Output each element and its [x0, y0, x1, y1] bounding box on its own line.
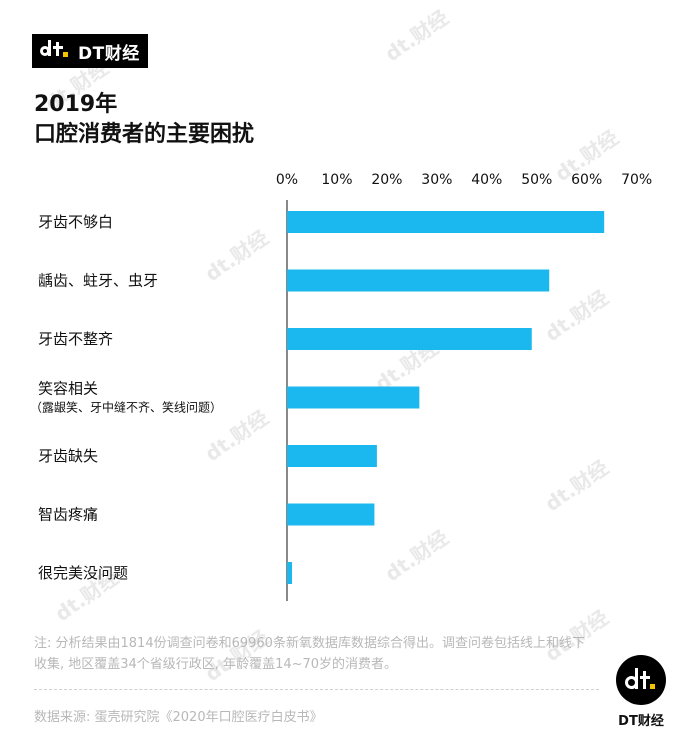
dt-logo-icon [40, 40, 70, 62]
x-tick-label: 0% [276, 172, 298, 188]
bar [287, 211, 605, 233]
logo-text: DT财经 [618, 714, 664, 729]
x-tick-label: 40% [471, 172, 502, 188]
footer-divider [34, 689, 599, 690]
brand-name: DT财经 [78, 43, 140, 64]
brand-badge: DT财经 [32, 34, 148, 68]
bar [287, 386, 420, 409]
category-label: 牙齿不够白 [38, 213, 113, 231]
category-sublabel: （露龈笑、牙中缝不齐、笑线问题） [30, 400, 222, 415]
x-tick-label: 70% [621, 172, 652, 188]
data-source: 数据来源: 蛋壳研究院《2020年口腔医疗白皮书》 [34, 710, 323, 725]
category-label: 很完美没问题 [38, 564, 128, 582]
category-label: 智齿疼痛 [38, 506, 98, 524]
category-label: 牙齿缺失 [38, 447, 98, 465]
chart-title: 2019年 口腔消费者的主要困扰 [34, 90, 254, 150]
chart-title-line1: 2019年 [34, 92, 118, 117]
chart-title-line2: 口腔消费者的主要困扰 [34, 122, 255, 147]
x-tick-label: 30% [421, 172, 452, 188]
x-tick-label: 10% [321, 172, 352, 188]
bar [287, 503, 375, 526]
x-tick-label: 60% [571, 172, 602, 188]
bar [287, 445, 377, 467]
bar [287, 269, 550, 292]
category-label: 龋齿、蛀牙、虫牙 [38, 272, 158, 290]
category-label: 笑容相关 [38, 380, 98, 398]
bar [287, 328, 532, 350]
category-label: 牙齿不整齐 [38, 330, 113, 348]
x-tick-label: 20% [371, 172, 402, 188]
footnote: 注: 分析结果由1814份调查问卷和69960条新氧数据库数据综合得出。调查问卷… [34, 636, 585, 672]
bar [287, 562, 292, 584]
x-tick-label: 50% [521, 172, 552, 188]
dt-logo-icon [616, 655, 666, 705]
